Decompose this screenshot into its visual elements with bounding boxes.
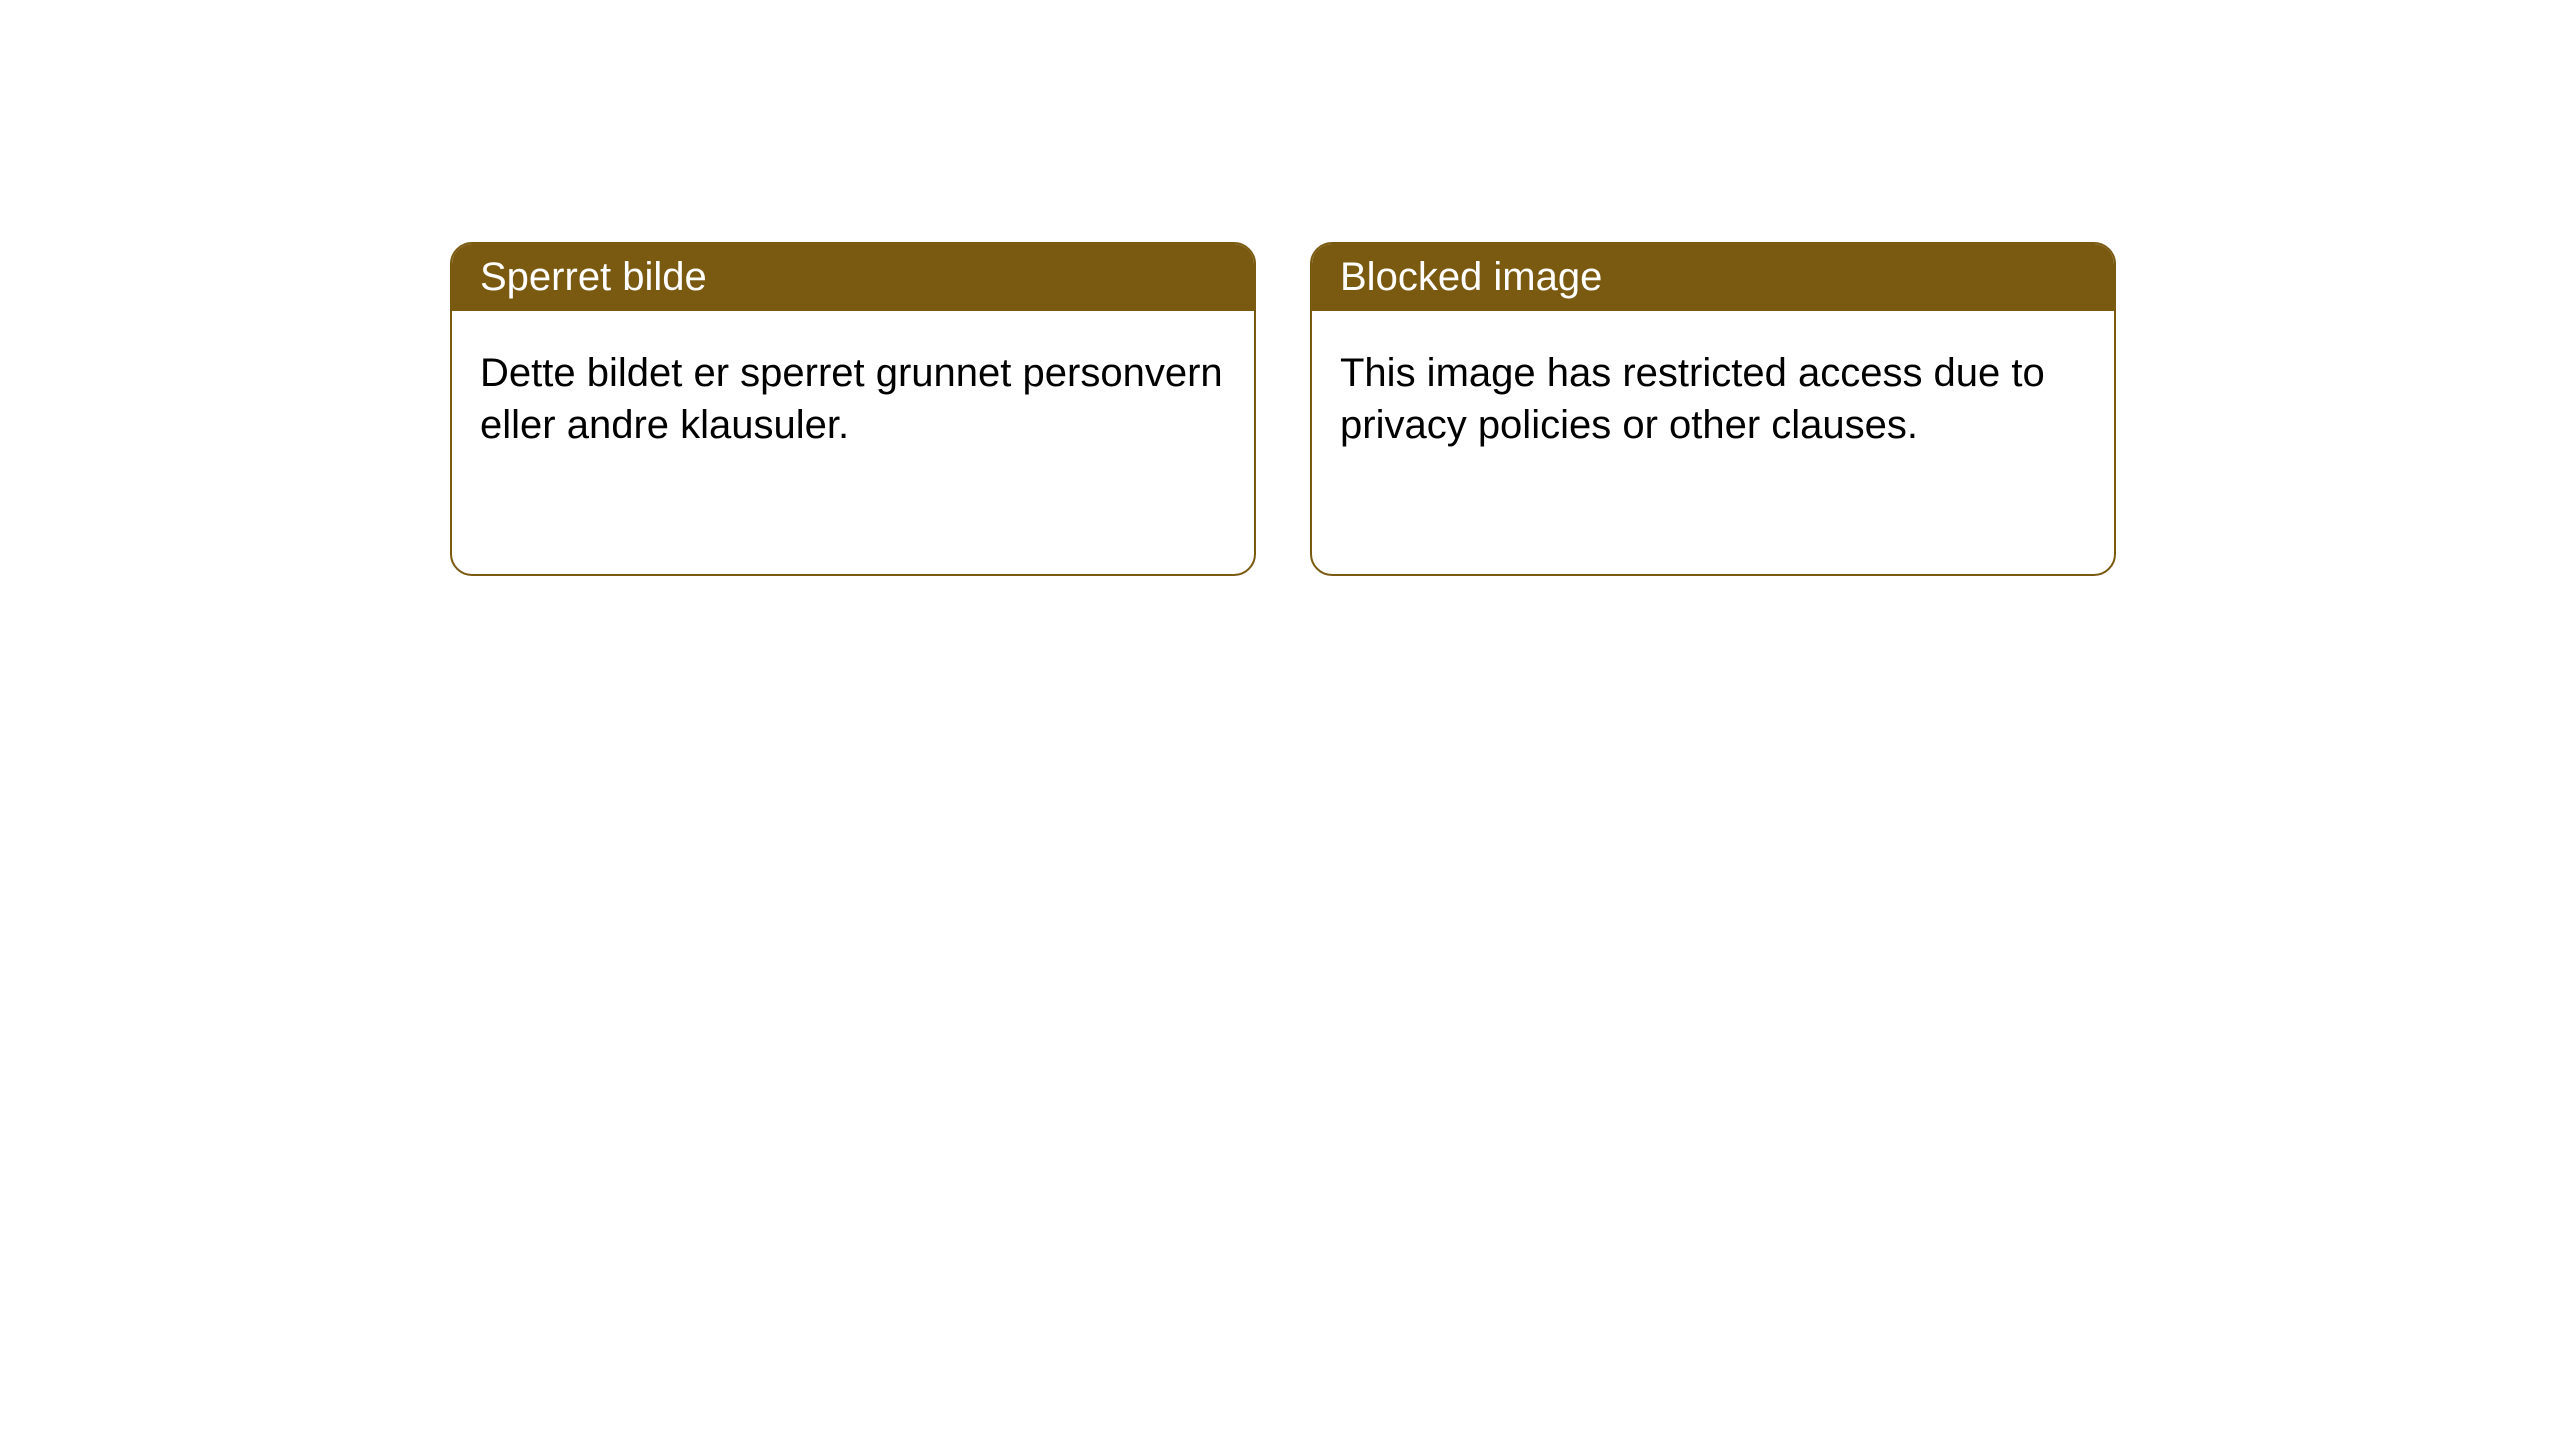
card-title: Blocked image [1312,244,2114,311]
notice-card-norwegian: Sperret bilde Dette bildet er sperret gr… [450,242,1256,576]
notice-card-english: Blocked image This image has restricted … [1310,242,2116,576]
card-body: This image has restricted access due to … [1312,311,2114,487]
card-title: Sperret bilde [452,244,1254,311]
card-container: Sperret bilde Dette bildet er sperret gr… [0,0,2560,576]
card-body: Dette bildet er sperret grunnet personve… [452,311,1254,487]
